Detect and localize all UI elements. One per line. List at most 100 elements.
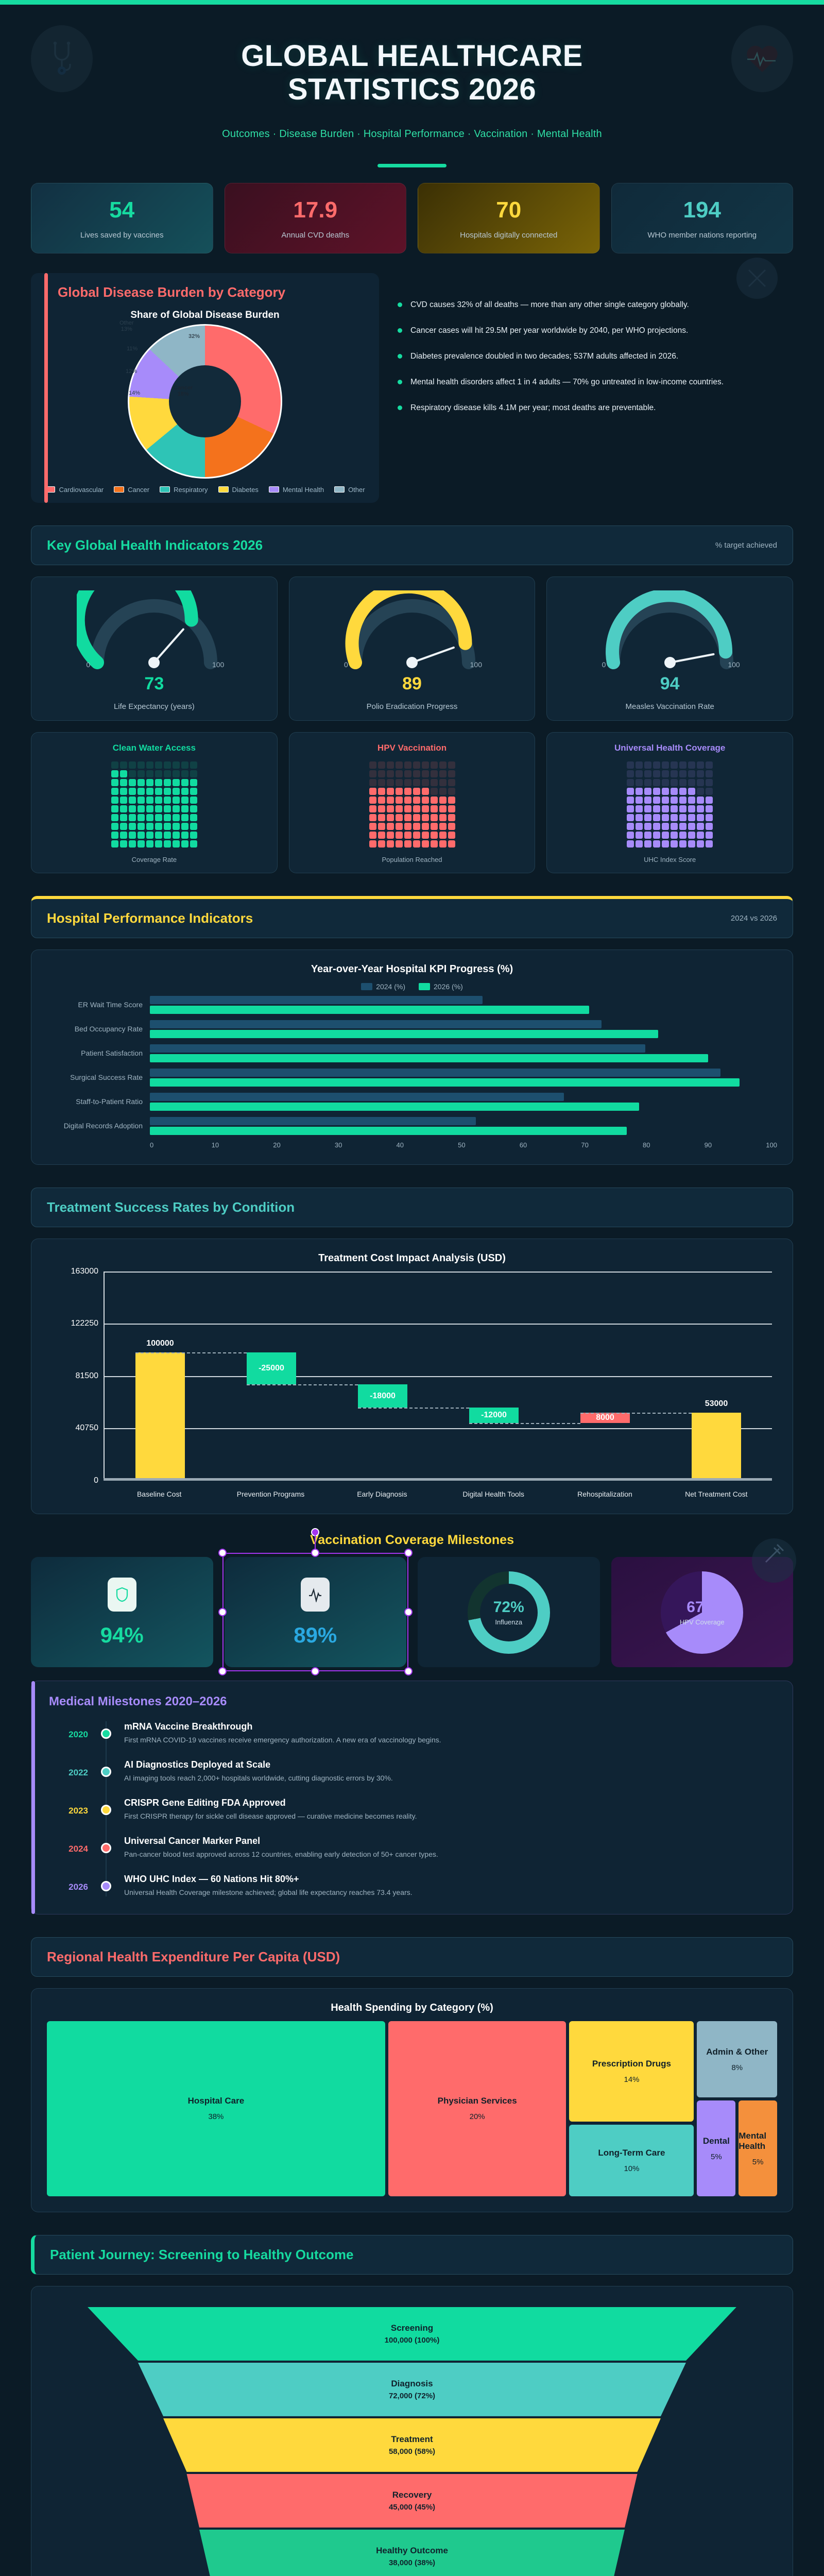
waffle-sublabel: Coverage Rate: [131, 855, 177, 863]
waffle-cell: [154, 805, 162, 812]
waffle-cell: [706, 787, 713, 795]
resize-handle[interactable]: [404, 1607, 413, 1616]
timeline-year: 2026: [68, 1882, 88, 1892]
waffle-cell: [404, 796, 411, 804]
y-tick: 40750: [75, 1423, 99, 1433]
gauge-label: Life Expectancy (years): [113, 702, 195, 711]
legend-item: Diabetes: [218, 486, 259, 494]
bar-row: Bed Occupancy Rate: [47, 1020, 777, 1038]
resize-handle[interactable]: [311, 1548, 320, 1557]
kpi-row: 54 Lives saved by vaccines 17.9 Annual C…: [0, 167, 824, 253]
waffle-cell: [636, 831, 643, 839]
funnel-segment: Recovery 45,000 (45%): [186, 2473, 638, 2528]
waffle-cell: [697, 831, 705, 839]
waffle-cell: [439, 814, 447, 821]
vaccination-card[interactable]: 67% HPV Coverage: [611, 1538, 796, 1667]
medical-cross-icon: [736, 257, 778, 299]
waffle-cell: [413, 840, 420, 848]
legend-label: Diabetes: [232, 485, 259, 494]
waffle-cell: [448, 831, 455, 839]
waffle-cell: [395, 822, 403, 830]
bar-value-label: -18000: [370, 1391, 396, 1400]
hospital-kpi-chart-card: Year-over-Year Hospital KPI Progress (%)…: [31, 949, 793, 1165]
x-tick: 40: [396, 1141, 404, 1149]
x-axis-label: Prevention Programs: [236, 1489, 305, 1498]
waffle-cell: [653, 778, 661, 786]
waffle-cell: [369, 761, 376, 769]
waffle-cell: [644, 778, 652, 786]
waffle-cell: [439, 840, 447, 848]
title-line-2: STATISTICS 2026: [287, 72, 537, 106]
timeline-year: 2024: [68, 1843, 88, 1854]
resize-handle[interactable]: [311, 1667, 320, 1675]
waffle-cell: [413, 778, 420, 786]
waffle-cell: [181, 787, 188, 795]
waffle-cell: [706, 796, 713, 804]
waterfall-bar: -12000: [469, 1407, 519, 1423]
resize-handle[interactable]: [218, 1607, 227, 1616]
chart-title: Year-over-Year Hospital KPI Progress (%): [311, 963, 513, 975]
waffle-cell: [190, 778, 197, 786]
x-tick: 30: [334, 1141, 342, 1149]
timeline-year: 2023: [68, 1805, 88, 1816]
waffle-card: Clean Water Access Coverage Rate: [31, 732, 278, 873]
fact-item: Respiratory disease kills 4.1M per year;…: [398, 402, 778, 414]
hero-section: GLOBAL HEALTHCARE STATISTICS 2026 Outcom…: [0, 5, 824, 167]
x-axis-line: [104, 1478, 772, 1481]
waffle-cell: [190, 831, 197, 839]
waffle-cell: [671, 831, 678, 839]
waffle-cell: [636, 805, 643, 812]
bar-value-label: -25000: [259, 1363, 284, 1372]
waffle-cell: [172, 814, 180, 821]
waffle-cell: [369, 778, 376, 786]
timeline-dot-icon: [101, 1766, 111, 1777]
waffle-cell: [386, 778, 394, 786]
waffle-cell: [653, 770, 661, 777]
timeline-title: mRNA Vaccine Breakthrough: [124, 1721, 253, 1732]
treemap-label: Prescription Drugs: [592, 2058, 671, 2069]
x-axis-label: Early Diagnosis: [357, 1489, 407, 1498]
vaccination-card[interactable]: 94%: [31, 1556, 213, 1667]
waffle-cell: [413, 831, 420, 839]
waffle-cell: [119, 770, 127, 777]
waffle-cell: [404, 840, 411, 848]
vaccination-label: Influenza: [495, 1618, 523, 1626]
bar-value-label: 53000: [705, 1399, 728, 1408]
waffle-cell: [111, 770, 118, 777]
waterfall-bar: -25000: [247, 1352, 296, 1385]
bar-2026: [150, 1029, 658, 1038]
waffle-cell: [119, 814, 127, 821]
treatment-cost-card: Treatment Cost Impact Analysis (USD) 163…: [31, 1238, 793, 1514]
legend-label: Mental Health: [282, 485, 324, 494]
waffle-cell: [154, 778, 162, 786]
legend-label: Other: [348, 485, 365, 494]
waffle-cell: [679, 796, 687, 804]
vaccination-card[interactable]: 72% Influenza: [418, 1556, 600, 1667]
waffle-cell: [413, 822, 420, 830]
page-title: GLOBAL HEALTHCARE STATISTICS 2026: [31, 39, 793, 107]
waffle-cell: [430, 831, 438, 839]
waffle-cell: [671, 796, 678, 804]
resize-handle[interactable]: [404, 1667, 413, 1675]
waffle-cell: [386, 796, 394, 804]
resize-handle[interactable]: [218, 1548, 227, 1557]
waffle-cell: [395, 840, 403, 848]
waffle-cell: [662, 805, 670, 812]
funnel-row: Diagnosis 72,000 (72%): [88, 2362, 736, 2416]
timeline-dot-icon: [101, 1880, 111, 1891]
waffle-cell: [662, 761, 670, 769]
vaccination-card-selected[interactable]: 89%: [218, 1528, 413, 1675]
waffle-cell: [137, 761, 145, 769]
waffle-cell: [662, 778, 670, 786]
waffle-cell: [172, 796, 180, 804]
timeline-item: 2023 CRISPR Gene Editing FDA Approved Fi…: [68, 1798, 775, 1820]
resize-handle[interactable]: [404, 1548, 413, 1557]
waffle-cell: [644, 770, 652, 777]
waffle-cell: [688, 796, 696, 804]
waffle-cell: [688, 778, 696, 786]
bar-pair: [150, 1092, 777, 1111]
x-tick: 80: [643, 1141, 650, 1149]
bullet-dot-icon: [398, 380, 403, 385]
legend-item: Respiratory: [160, 486, 208, 494]
resize-handle[interactable]: [218, 1667, 227, 1675]
